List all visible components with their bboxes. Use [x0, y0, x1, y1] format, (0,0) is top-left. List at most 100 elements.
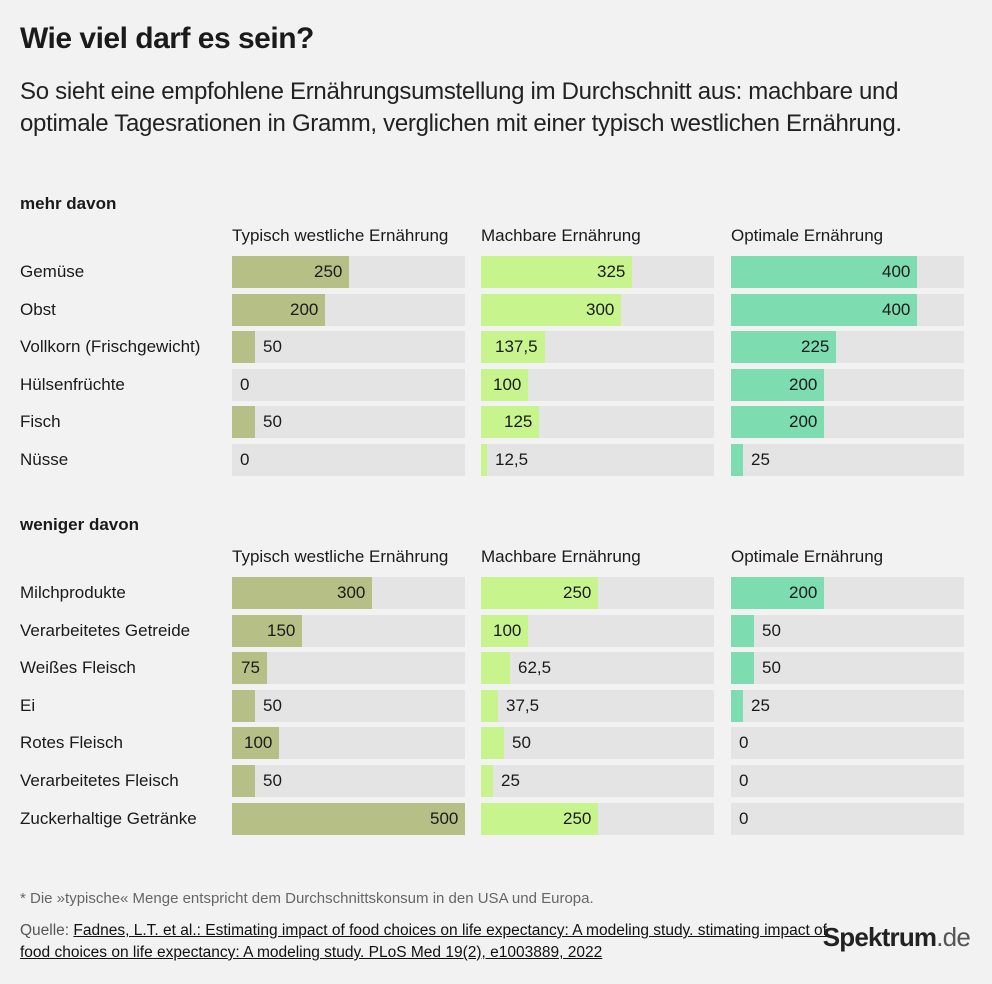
- bar-value-label: 200: [789, 412, 818, 432]
- bar-optimal: [731, 331, 836, 364]
- bar-value-label: 100: [493, 620, 522, 640]
- bar-value-label: 50: [263, 337, 282, 357]
- bar-typisch: [232, 614, 302, 647]
- bar-typisch: [232, 293, 325, 326]
- bar-track-typisch: 0: [232, 444, 465, 476]
- bar-value-label: 0: [739, 733, 749, 753]
- bar-value-label: 50: [263, 412, 282, 432]
- chart-row: Zuckerhaltige Getränke 500 250 0: [0, 802, 992, 835]
- bar-track-machbar: 325: [481, 256, 714, 288]
- bar-track-optimal: 400: [731, 256, 964, 288]
- bar-track-machbar: 50: [481, 727, 714, 760]
- bar-value-label: 100: [493, 374, 522, 394]
- bar-optimal: [731, 577, 824, 609]
- bar-track-typisch: 250: [232, 256, 465, 288]
- bar-track-machbar: 125: [481, 406, 714, 439]
- row-label: Weißes Fleisch: [20, 658, 136, 678]
- bar-track-optimal: 0: [731, 802, 964, 835]
- bar-value-label: 250: [314, 262, 343, 281]
- row-label: Obst: [20, 299, 56, 319]
- column-header-typisch: Typisch westliche Ernährung: [232, 226, 449, 245]
- bar-typisch: [232, 802, 465, 835]
- bar-track-optimal: 200: [731, 577, 964, 609]
- bar-optimal: [731, 293, 917, 326]
- bar-typisch: [232, 652, 267, 685]
- bar-value-label: 200: [789, 583, 818, 602]
- bar-typisch: [232, 256, 349, 288]
- bar-track-optimal: 25: [731, 689, 964, 722]
- bar-track-machbar: 100: [481, 368, 714, 401]
- chart-row: Rotes Fleisch 100 50 0: [0, 727, 992, 760]
- bar-typisch: [232, 727, 279, 760]
- section-title: weniger davon: [20, 515, 140, 534]
- column-header-machbar: Machbare Ernährung: [481, 226, 641, 245]
- bar-value-label: 137,5: [495, 337, 538, 357]
- bar-track-machbar: 137,5: [481, 331, 714, 364]
- bar-track-machbar: 100: [481, 614, 714, 647]
- spektrum-logo[interactable]: Spektrum.de: [822, 922, 971, 953]
- bar-value-label: 25: [751, 450, 770, 469]
- bar-value-label: 125: [504, 412, 533, 432]
- bar-value-label: 100: [244, 733, 273, 753]
- bar-track-machbar: 37,5: [481, 689, 714, 722]
- bar-machbar: [481, 406, 539, 439]
- bar-value-label: 200: [290, 299, 319, 319]
- bar-value-label: 12,5: [495, 450, 529, 469]
- bar-value-label: 25: [501, 771, 520, 790]
- bar-track-typisch: 300: [232, 577, 465, 609]
- bar-optimal: [731, 368, 824, 401]
- bar-machbar: [481, 689, 498, 722]
- bar-value-label: 0: [739, 808, 749, 828]
- source-prefix: Quelle:: [20, 922, 74, 939]
- bar-track-optimal: 400: [731, 293, 964, 326]
- chart-row: Milchprodukte 300 250 200: [0, 577, 992, 609]
- chart-row: Verarbeitetes Fleisch 50 25 0: [0, 765, 992, 797]
- row-label: Verarbeitetes Fleisch: [20, 771, 179, 790]
- bar-value-label: 500: [430, 808, 459, 828]
- column-header-machbar: Machbare Ernährung: [481, 547, 641, 566]
- bar-value-label: 150: [267, 620, 296, 640]
- bar-machbar: [481, 765, 493, 797]
- bar-value-label: 62,5: [518, 658, 552, 678]
- chart-subtitle: So sieht eine empfohlene Ernährungsumste…: [20, 78, 902, 137]
- bar-value-label: 0: [739, 771, 749, 790]
- bar-track-typisch: 50: [232, 689, 465, 722]
- bar-track-optimal: 50: [731, 614, 964, 647]
- row-label: Nüsse: [20, 450, 69, 469]
- bar-value-label: 37,5: [506, 695, 540, 715]
- bar-value-label: 400: [882, 262, 911, 281]
- bar-value-label: 50: [762, 658, 781, 678]
- row-label: Rotes Fleisch: [20, 733, 123, 753]
- bar-track-optimal: 225: [731, 331, 964, 364]
- bar-machbar: [481, 444, 487, 476]
- source-link[interactable]: Fadnes, L.T. et al.: Estimating impact o…: [20, 922, 827, 961]
- row-label: Hülsenfrüchte: [20, 374, 125, 394]
- bar-track-typisch: 50: [232, 331, 465, 364]
- bar-value-label: 50: [263, 771, 282, 790]
- chart-row: Gemüse 250 325 400: [0, 256, 992, 288]
- row-label: Verarbeitetes Getreide: [20, 620, 191, 640]
- chart-title: Wie viel darf es sein?: [20, 22, 314, 55]
- bar-optimal: [731, 444, 743, 476]
- bar-optimal: [731, 256, 917, 288]
- bar-machbar: [481, 256, 632, 288]
- bar-machbar: [481, 802, 598, 835]
- bar-machbar: [481, 652, 510, 685]
- section-title: mehr davon: [20, 194, 117, 213]
- bar-value-label: 250: [563, 583, 592, 602]
- bar-optimal: [731, 614, 754, 647]
- bar-value-label: 50: [263, 695, 282, 715]
- bar-machbar: [481, 727, 504, 760]
- bar-machbar: [481, 614, 528, 647]
- bar-value-label: 300: [337, 583, 366, 602]
- bar-typisch: [232, 577, 372, 609]
- bar-track-machbar: 250: [481, 577, 714, 609]
- logo-main: Spektrum: [822, 922, 937, 952]
- chart-row: Nüsse 0 12,5 25: [0, 444, 992, 476]
- bar-track-machbar: 250: [481, 802, 714, 835]
- chart-row: Vollkorn (Frischgewicht) 50 137,5 225: [0, 331, 992, 364]
- chart-row: Weißes Fleisch 75 62,5 50: [0, 652, 992, 685]
- bar-machbar: [481, 331, 545, 364]
- source: Quelle: Fadnes, L.T. et al.: Estimating …: [20, 920, 830, 964]
- bar-track-typisch: 200: [232, 293, 465, 326]
